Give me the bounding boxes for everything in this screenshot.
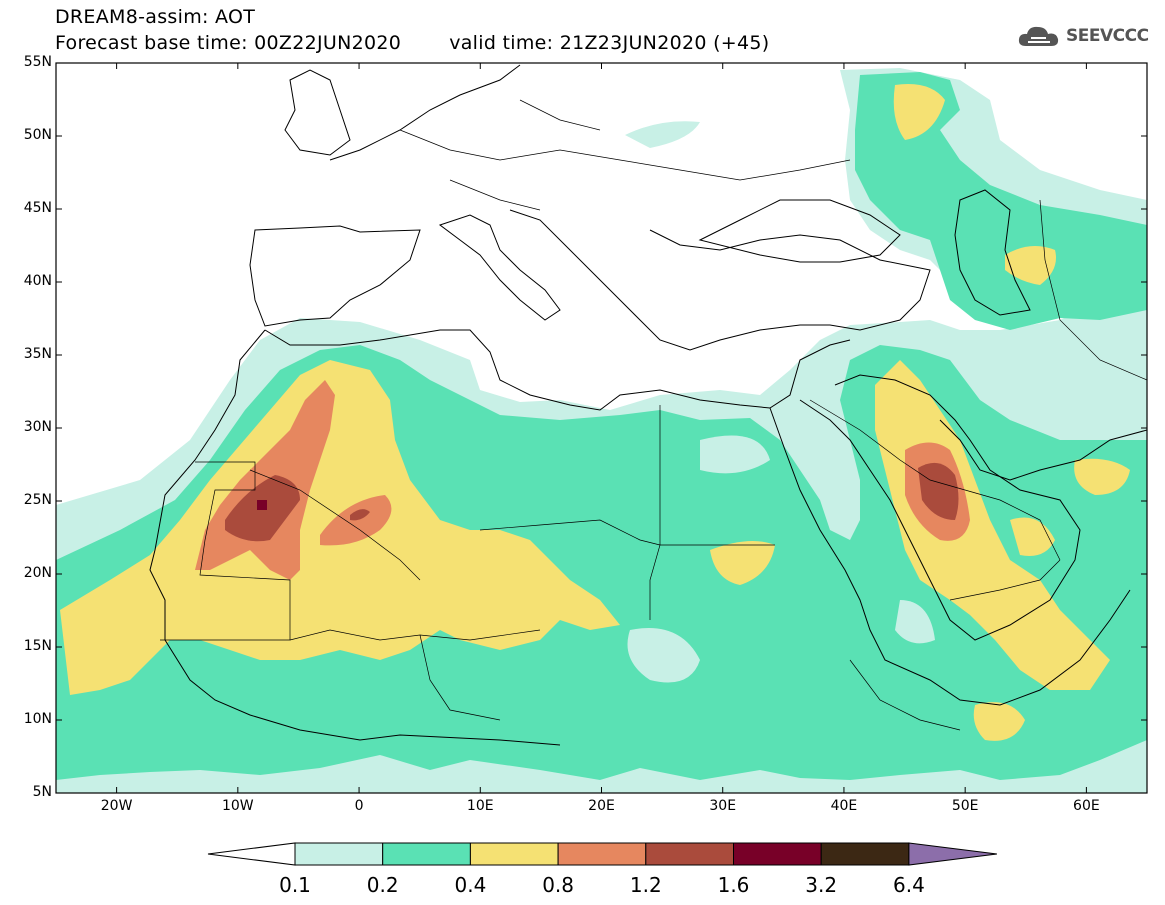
colorbar-under-arrow <box>207 842 296 866</box>
coastline-caspian <box>954 189 1031 316</box>
aot-clear-patch <box>700 435 770 474</box>
cloud-icon <box>1018 26 1059 46</box>
border-libya-egypt <box>649 405 661 620</box>
lon-label: 50E <box>951 798 979 814</box>
lat-label: 40N <box>23 273 52 289</box>
border-mauritania <box>160 461 291 641</box>
logo-text: SEEVCCC <box>1066 26 1149 46</box>
map-title: DREAM8-assim: AOT <box>55 6 256 28</box>
coastline-italy <box>438 214 561 321</box>
colorbar-label: 1.2 <box>629 873 662 897</box>
colorbar-swatch <box>557 842 647 866</box>
colorbar-swatch <box>469 842 559 866</box>
coastline-red-sea <box>769 407 1131 706</box>
lon-label: 10E <box>466 798 494 814</box>
colorbar-swatch <box>382 842 471 866</box>
colorbar-label: 0.8 <box>542 873 574 897</box>
aot-level-0.4-caspian <box>1005 246 1056 285</box>
border-chad <box>479 519 661 546</box>
aot-level-0.4-arabia <box>875 360 1110 690</box>
lon-label: 60E <box>1073 798 1100 814</box>
aot-level-0.4-iran <box>1074 458 1130 495</box>
lon-label: 20W <box>100 798 133 814</box>
lat-label: 30N <box>23 419 52 435</box>
axis-ticks <box>56 62 1147 794</box>
colorbar-swatch <box>294 842 384 866</box>
aot-clear-patch-2 <box>627 628 700 683</box>
border-ethiopia <box>849 659 961 731</box>
colorbar-over-arrow <box>908 842 997 866</box>
border-iran <box>1039 199 1147 381</box>
aot-clear-patch-4 <box>895 600 935 644</box>
colorbar-swatch <box>733 842 822 866</box>
lat-label: 15N <box>23 638 52 654</box>
seevccc-logo: SEEVCCC <box>1016 20 1149 52</box>
lat-label: 20N <box>23 565 52 581</box>
lon-label: 40E <box>830 798 858 814</box>
lon-label: 0 <box>354 798 364 814</box>
lat-label: 50N <box>23 127 52 143</box>
lat-label: 55N <box>23 54 52 70</box>
aot-level-0.4-sudan <box>710 541 775 585</box>
colorbar-label: 0.2 <box>366 873 399 897</box>
lat-label: 5N <box>32 784 52 800</box>
lon-label: 10W <box>221 798 254 814</box>
colorbar-label: 1.6 <box>717 873 750 897</box>
colorbar-swatch <box>820 842 910 866</box>
aot-level-0.2-north <box>855 72 1147 330</box>
valid-time: valid time: 21Z23JUN2020 (+45) <box>449 32 770 54</box>
border-europe <box>399 99 851 211</box>
aot-level-1.2-arabia <box>918 462 959 520</box>
border-nigeria <box>419 634 501 721</box>
time-info: Forecast base time: 00Z22JUN2020 valid ti… <box>55 32 770 54</box>
coastline-arabia <box>799 374 1081 641</box>
aot-level-0.4-russia <box>893 84 945 140</box>
colorbar-label: 3.2 <box>805 873 838 897</box>
coastline-balkans <box>509 209 931 351</box>
border-yemen <box>949 559 1061 601</box>
coastline-persian-gulf <box>939 419 1147 481</box>
aot-level-0.4-horn <box>973 702 1025 741</box>
lon-label: 20E <box>588 798 615 814</box>
colorbar-label: 0.4 <box>454 873 487 897</box>
borders <box>160 99 1147 731</box>
border-sahel <box>289 629 541 641</box>
aot-level-0.1-europe <box>625 121 700 148</box>
coastline-europe-north <box>329 64 521 161</box>
colorbar-swatch <box>645 842 734 866</box>
lat-label: 45N <box>23 200 52 216</box>
coastline-black-sea <box>698 199 901 263</box>
lat-label: 35N <box>23 346 52 362</box>
border-algeria-mali <box>249 469 421 581</box>
colorbar-label: 6.4 <box>892 873 925 897</box>
colorbar-label: 0.1 <box>279 873 311 897</box>
coastline-iberia <box>249 225 421 327</box>
aot-level-1.2-mali <box>350 509 370 521</box>
aot-field <box>56 68 1147 793</box>
aot-level-1.6 <box>257 500 267 510</box>
colorbar <box>207 842 997 866</box>
lat-label: 10N <box>23 711 52 727</box>
border-saudi <box>809 399 1061 561</box>
lon-label: 30E <box>709 798 737 814</box>
coastline-uk <box>284 69 351 156</box>
base-time: Forecast base time: 00Z22JUN2020 <box>55 32 402 54</box>
lat-label: 25N <box>23 492 52 508</box>
coastline-north-africa <box>264 329 851 411</box>
